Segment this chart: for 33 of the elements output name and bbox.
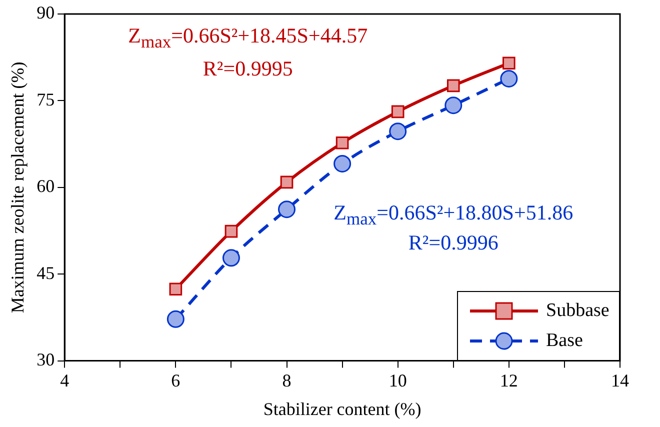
point xyxy=(334,154,352,172)
y-tick-label: 75 xyxy=(36,89,55,110)
y-axis-title: Maximum zeolite replacement (%) xyxy=(8,62,28,314)
point xyxy=(222,249,240,267)
point xyxy=(391,105,404,118)
point xyxy=(169,282,182,296)
annotation: R²=0.9995 xyxy=(202,56,293,82)
x-tick-label: 8 xyxy=(282,370,292,390)
annotation: R²=0.9996 xyxy=(408,230,498,256)
x-tick-label: 4 xyxy=(60,370,70,390)
point xyxy=(444,96,462,114)
legend-label: Subbase xyxy=(546,300,610,322)
y-tick-label: 45 xyxy=(36,262,55,283)
point xyxy=(336,136,349,150)
annotation: Z$_{max}$=0.66S²+18.45S+44.57 xyxy=(128,24,368,53)
annotation: Z$_{max}$=0.66S²+18.80S+51.86 xyxy=(334,200,574,230)
x-axis-title: Stabilizer content (%) xyxy=(263,398,422,419)
point xyxy=(446,79,460,92)
point xyxy=(389,122,407,140)
y-tick-label: 90 xyxy=(36,2,55,23)
point xyxy=(280,176,294,189)
x-tick-label: 12 xyxy=(500,370,518,390)
point xyxy=(224,224,238,238)
legend-label: Base xyxy=(546,330,583,352)
x-tick-label: 6 xyxy=(171,370,180,390)
y-tick-label: 30 xyxy=(36,350,55,370)
x-tick-label: 10 xyxy=(388,370,407,390)
x-tick-label: 14 xyxy=(611,370,629,390)
point xyxy=(500,70,518,88)
point xyxy=(502,56,516,70)
point xyxy=(278,200,296,218)
y-tick-label: 60 xyxy=(36,176,55,196)
point xyxy=(166,310,184,328)
